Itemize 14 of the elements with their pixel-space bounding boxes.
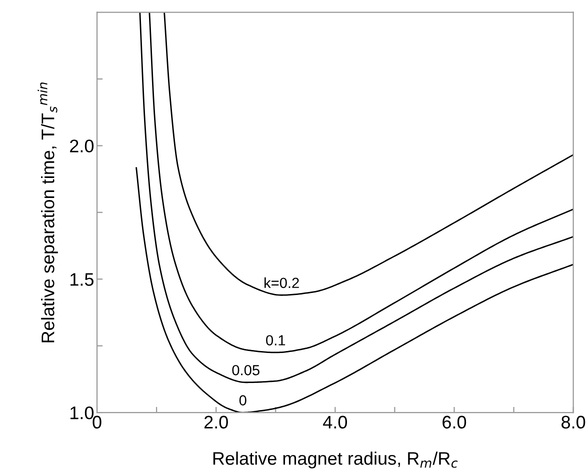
series-label: k=0.2 xyxy=(264,277,299,288)
y-axis-title: Relative separation time, T/T$_{s}$$^{min}$ xyxy=(38,82,58,342)
x-tick-label: 6.0 xyxy=(442,416,466,429)
x-axis-title: Relative magnet radius, R$_{m}$/R$_{c}$ xyxy=(213,452,458,468)
x-tick-label: 8.0 xyxy=(562,416,586,429)
series-label: 0 xyxy=(239,395,246,406)
x-tick-label: 2.0 xyxy=(204,416,228,429)
y-tick-label: 1.5 xyxy=(70,273,94,286)
y-tick-label: 2.0 xyxy=(70,140,94,152)
x-tick-label: 0 xyxy=(92,416,102,429)
series-label: 0.1 xyxy=(266,335,286,346)
series-label: 0.05 xyxy=(232,365,260,376)
y-tick-label: 1.0 xyxy=(70,406,94,420)
x-tick-label: 4.0 xyxy=(323,416,348,429)
